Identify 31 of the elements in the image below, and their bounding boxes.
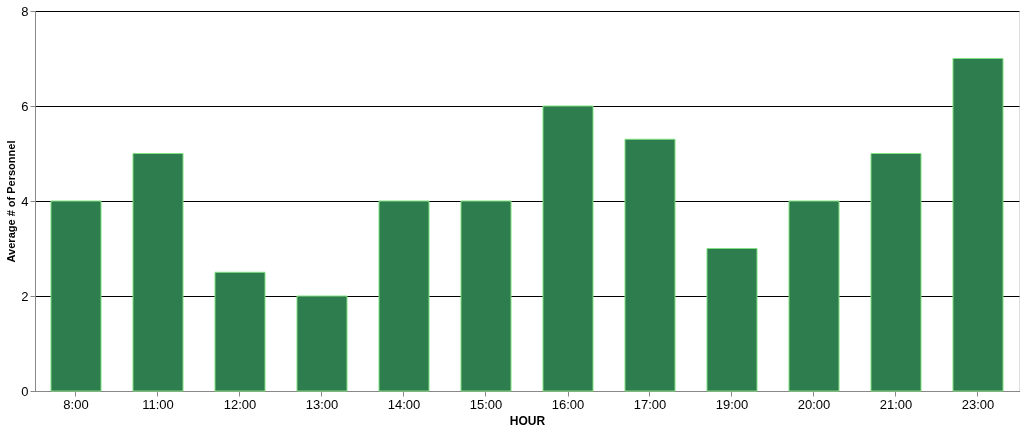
x-tick-label: 14:00 [387,396,421,412]
bar [296,295,348,392]
bar [460,200,512,392]
x-tick-label: 13:00 [305,396,339,412]
x-tick-label: 19:00 [715,396,749,412]
x-tick-label: 15:00 [469,396,503,412]
y-tick-label: 0 [21,383,29,399]
bar [788,200,840,392]
y-axis-title: Average # of Personnel [5,140,18,263]
y-tick-label: 6 [21,98,29,114]
bar [542,105,594,392]
x-axis-title: HOUR [509,413,546,428]
bar [624,138,676,392]
x-tick-label: 16:00 [551,396,585,412]
x-tick-label: 21:00 [879,396,913,412]
bar [706,248,758,392]
bar [132,153,184,392]
x-tick-label: 11:00 [142,396,174,412]
x-tick-label: 20:00 [797,396,831,412]
bar [378,200,430,392]
x-tick-label: 23:00 [961,396,995,412]
bar [50,200,102,392]
y-tick-label: 8 [21,3,29,19]
y-tick-label: 4 [21,193,29,209]
x-tick-label: 17:00 [633,396,667,412]
bar [214,271,266,392]
bar [870,153,922,392]
y-tick-label: 2 [21,288,29,304]
x-tick-label: 8:00 [63,396,89,412]
bar [952,58,1004,392]
x-tick-label: 12:00 [223,396,257,412]
